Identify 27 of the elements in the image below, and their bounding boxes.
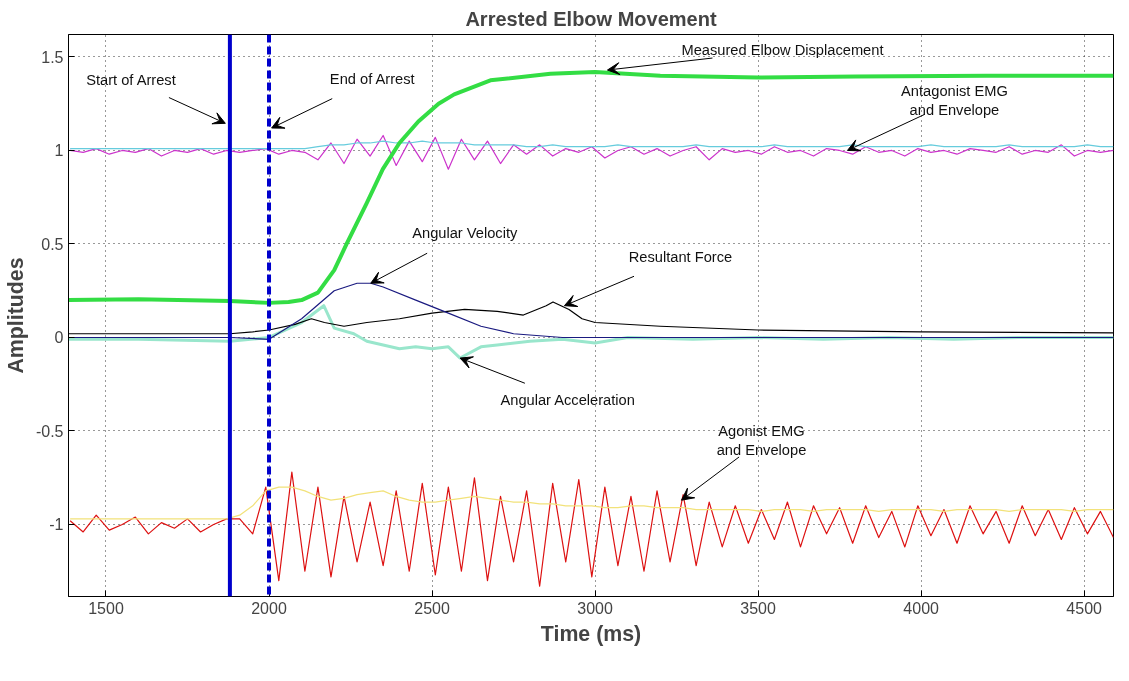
annotation: Angular Acceleration <box>500 392 635 409</box>
annotation: End of Arrest <box>329 71 415 88</box>
x-tick-label: 1500 <box>88 599 124 617</box>
y-tick-label: -1 <box>49 516 64 534</box>
line-series <box>68 69 1114 305</box>
y-tick-label: 0.5 <box>41 235 64 253</box>
annotation: Resultant Force <box>628 248 733 265</box>
line-series <box>69 486 1114 520</box>
x-tick-label: 2500 <box>414 599 450 617</box>
x-tick-label: 2000 <box>251 599 287 617</box>
annotation: Agonist EMG and Envelope <box>716 422 807 458</box>
annotation: Angular Velocity <box>412 225 518 242</box>
y-tick-label: -0.5 <box>35 422 64 440</box>
annotation: Antagonist EMG and Envelope <box>901 82 1008 119</box>
y-tick-label: 0 <box>54 329 64 347</box>
x-tick-label: 4500 <box>1066 599 1103 617</box>
chart-title: Arrested Elbow Movement <box>465 7 717 30</box>
x-tick-label: 3000 <box>577 599 613 617</box>
y-axis-title: Amplitudes <box>3 257 28 374</box>
y-tick-label: 1 <box>54 142 64 160</box>
x-tick-label: 4000 <box>903 599 940 617</box>
x-axis-title: Time (ms) <box>540 621 642 646</box>
annotation: Measured Elbow Displacement <box>681 42 884 59</box>
x-tick-label: 3500 <box>740 599 776 617</box>
line-series <box>69 471 1114 587</box>
annotation: Start of Arrest <box>86 72 176 89</box>
y-tick-label: 1.5 <box>41 48 64 66</box>
